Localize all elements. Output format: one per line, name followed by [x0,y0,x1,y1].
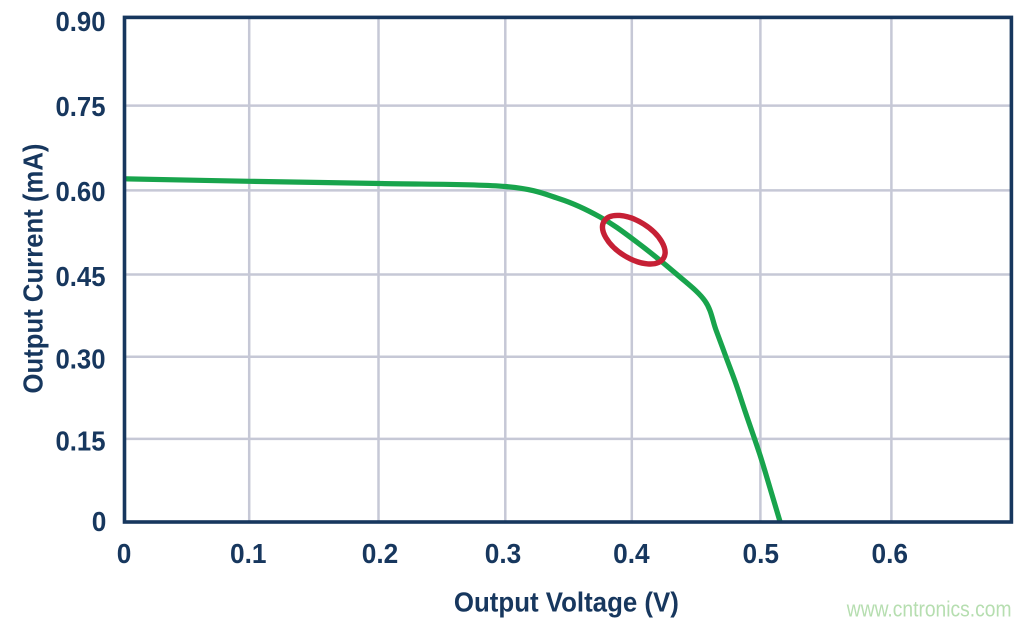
svg-text:0.75: 0.75 [56,91,106,122]
svg-text:0.30: 0.30 [56,343,106,374]
svg-text:www.cntronics.com: www.cntronics.com [846,597,1012,622]
svg-text:0.2: 0.2 [362,538,399,569]
svg-text:0.6: 0.6 [872,538,909,569]
svg-text:0.90: 0.90 [56,6,106,37]
svg-text:0.3: 0.3 [485,538,522,569]
svg-text:0.1: 0.1 [230,538,267,569]
svg-text:0.60: 0.60 [56,176,106,207]
svg-text:0.15: 0.15 [56,425,106,456]
svg-text:0.45: 0.45 [56,261,106,292]
svg-text:Output Voltage (V): Output Voltage (V) [454,586,679,617]
svg-text:0: 0 [92,506,107,537]
svg-text:Output Current (mA): Output Current (mA) [18,144,49,394]
svg-text:0.5: 0.5 [743,538,780,569]
svg-text:0.4: 0.4 [613,538,650,569]
svg-text:0: 0 [117,538,132,569]
